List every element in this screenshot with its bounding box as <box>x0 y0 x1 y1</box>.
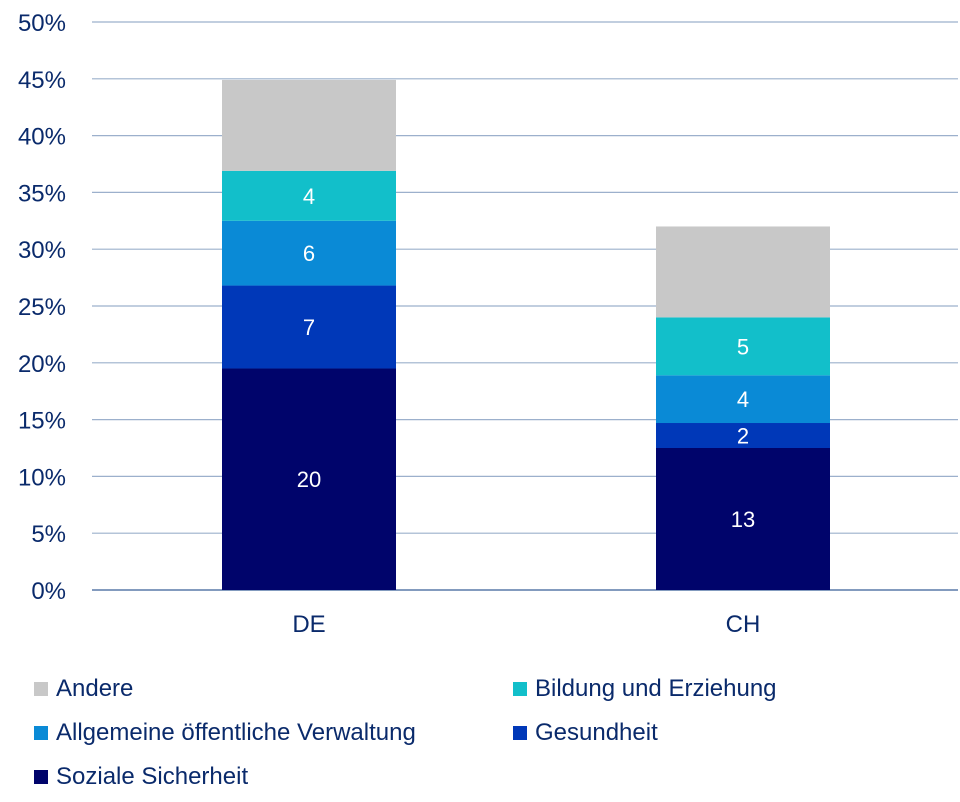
x-category-label: DE <box>292 611 325 638</box>
y-tick-label: 20% <box>18 351 66 378</box>
y-tick-label: 40% <box>18 124 66 151</box>
legend-item-bildung: Bildung und Erziehung <box>513 674 777 704</box>
data-label: 13 <box>731 507 755 532</box>
data-label: 5 <box>737 334 749 359</box>
bar-segment-ch-0 <box>656 448 830 590</box>
bar-segment-de-2 <box>222 220 396 286</box>
y-tick-label: 10% <box>18 464 66 491</box>
bar-segment-de-4 <box>222 79 396 171</box>
bar-segment-ch-3 <box>656 317 830 376</box>
bar-segment-de-0 <box>222 368 396 590</box>
y-axis-ticks: 0% 5% 10% 15% 20% 25% 30% 35% 40% 45% 50% <box>18 10 66 605</box>
stacked-bar-chart: 0%5%10%15%20%25%30%35%40%45%50% 20764132… <box>18 10 958 638</box>
legend-swatch <box>34 770 48 784</box>
legend-item-verwaltung: Allgemeine öffentliche Verwaltung <box>34 718 416 748</box>
x-axis-categories: DE CH <box>292 611 760 638</box>
bar-segment-ch-4 <box>656 226 830 318</box>
legend-item-gesundheit: Gesundheit <box>513 718 658 748</box>
legend-swatch <box>34 682 48 696</box>
legend-swatch <box>513 726 527 740</box>
bar-segment-de-1 <box>222 285 396 369</box>
data-label: 2 <box>737 424 749 449</box>
data-label: 4 <box>303 184 315 209</box>
y-tick-label: 50% <box>18 10 66 37</box>
x-category-label: CH <box>726 611 761 638</box>
legend-swatch <box>513 682 527 696</box>
y-tick-label: 15% <box>18 408 66 435</box>
legend-label: Andere <box>56 675 134 702</box>
bar-segment-ch-1 <box>656 423 830 448</box>
y-tick-label: 0% <box>31 578 66 605</box>
y-tick-label: 35% <box>18 180 66 207</box>
legend-label: Bildung und Erziehung <box>535 675 777 702</box>
data-label: 7 <box>303 315 315 340</box>
y-tick-label: 25% <box>18 294 66 321</box>
bars: 20 7 6 4 13 2 4 5 <box>222 79 830 590</box>
data-label: 6 <box>303 241 315 266</box>
legend-item-andere: Andere <box>34 674 133 704</box>
y-tick-label: 5% <box>31 521 66 548</box>
data-label: 20 <box>297 467 321 492</box>
y-tick-label: 30% <box>18 237 66 264</box>
data-label: 4 <box>737 387 749 412</box>
legend-item-soziale-sicherheit: Soziale Sicherheit <box>34 762 248 792</box>
legend-label: Soziale Sicherheit <box>56 763 249 790</box>
bar-segment-de-3 <box>222 170 396 221</box>
bar-segment-ch-2 <box>656 375 830 424</box>
y-tick-label: 45% <box>18 67 66 94</box>
legend-label: Allgemeine öffentliche Verwaltung <box>56 719 416 746</box>
legend-label: Gesundheit <box>535 719 658 746</box>
legend-swatch <box>34 726 48 740</box>
